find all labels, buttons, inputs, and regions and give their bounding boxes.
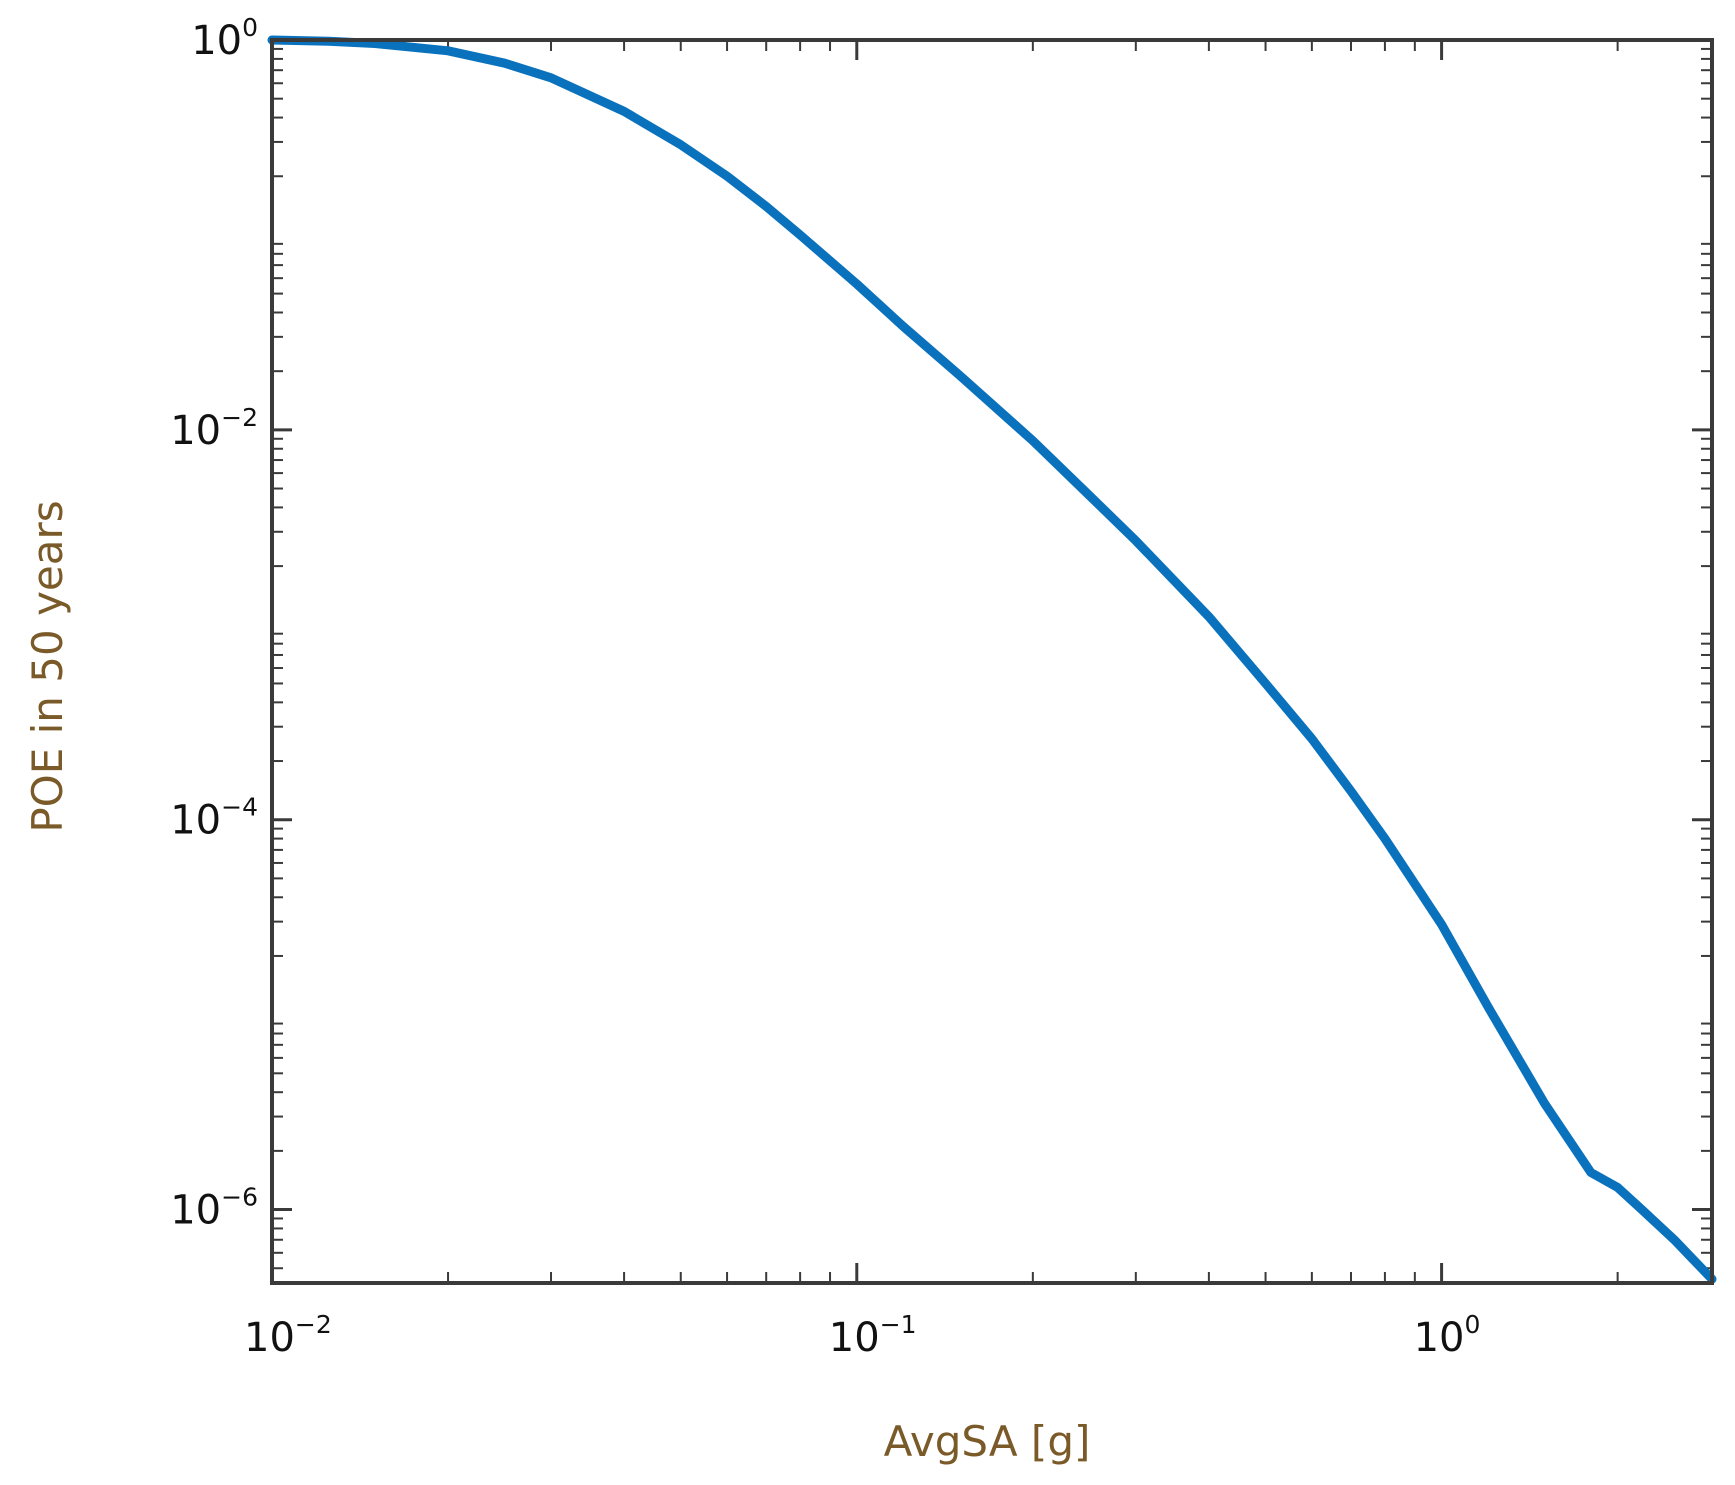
poe-curve-line bbox=[267, 35, 1717, 1284]
y-tick-exponent: 0 bbox=[242, 13, 258, 42]
x-tick-base: 10 bbox=[1414, 1315, 1465, 1361]
y-axis-title: POE in 50 years bbox=[23, 500, 72, 832]
x-tick-label: 100 bbox=[1414, 1310, 1481, 1361]
x-tick-exponent: −2 bbox=[295, 1310, 332, 1339]
y-tick-label: 10−4 bbox=[170, 793, 258, 844]
y-tick-base: 10 bbox=[191, 18, 242, 64]
y-tick-exponent: −2 bbox=[221, 403, 258, 432]
y-tick-label: 100 bbox=[191, 13, 258, 64]
y-tick-base: 10 bbox=[170, 1188, 221, 1234]
y-tick-label: 10−6 bbox=[170, 1183, 258, 1234]
y-tick-exponent: −6 bbox=[221, 1183, 258, 1212]
x-axis-title: AvgSA [g] bbox=[884, 1417, 1091, 1466]
y-tick-base: 10 bbox=[170, 408, 221, 454]
y-tick-exponent: −4 bbox=[221, 793, 258, 822]
x-tick-label: 10−2 bbox=[244, 1310, 332, 1361]
x-tick-base: 10 bbox=[244, 1315, 295, 1361]
plot-frame bbox=[270, 38, 1714, 1285]
x-tick-exponent: −1 bbox=[880, 1310, 917, 1339]
x-tick-exponent: 0 bbox=[1464, 1310, 1480, 1339]
x-tick-base: 10 bbox=[829, 1315, 880, 1361]
y-tick-label: 10−2 bbox=[170, 403, 258, 454]
x-tick-labels: 10−2 10−1 100 bbox=[244, 1310, 1480, 1361]
x-tick-label: 10−1 bbox=[829, 1310, 917, 1361]
y-tick-base: 10 bbox=[170, 798, 221, 844]
